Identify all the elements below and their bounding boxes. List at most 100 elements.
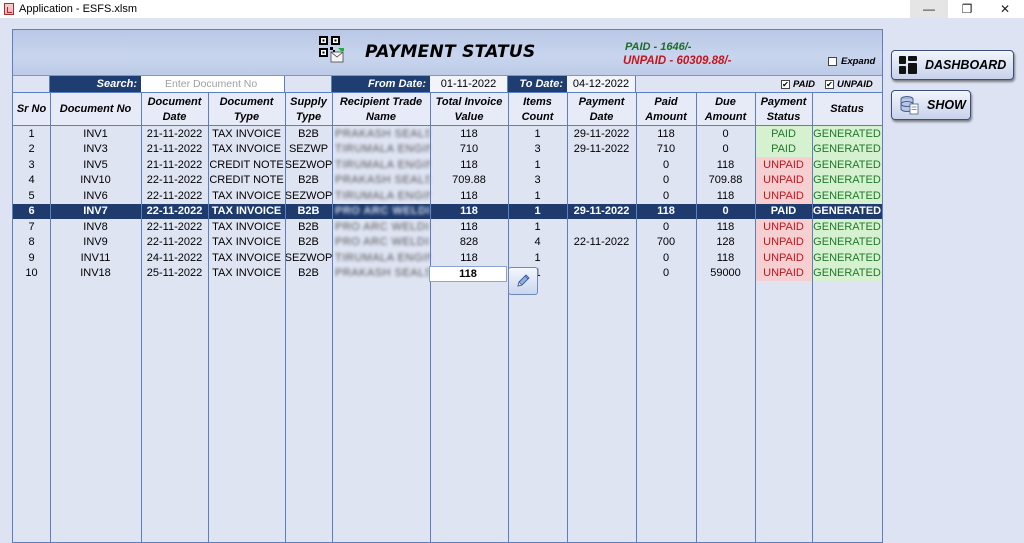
cell-paid: 710 [656, 143, 676, 156]
cell-total: 118 [460, 251, 478, 264]
cell-due: 118 [716, 189, 735, 202]
close-button[interactable]: ✕ [999, 2, 1011, 16]
cell-date: 21-11-2022 [146, 127, 203, 140]
table-row[interactable]: 5 INV6 22-11-2022 TAX INVOICE SEZWOP TIRUMALA… [13, 188, 882, 204]
cell-pdate: 22-11-2022 [573, 236, 630, 249]
cell-status: GENERATED [812, 157, 882, 173]
minimize-button[interactable]: — [910, 0, 948, 18]
cell-due: 0 [722, 127, 729, 140]
cell-pdate: 29-11-2022 [573, 143, 630, 156]
cell-sr: 1 [28, 127, 35, 140]
database-icon [900, 96, 919, 115]
cell-type: TAX INVOICE [212, 267, 281, 280]
dashboard-button[interactable]: DASHBOARD [891, 50, 1014, 80]
cell-pdate: 29-11-2022 [573, 205, 630, 218]
cell-doc: INV10 [80, 174, 111, 187]
header-total-invoice-value: Total Invoice Value [435, 95, 503, 123]
payment-status-panel: PAYMENT STATUS PAID - 1646/- UNPAID - 60… [12, 29, 883, 543]
cell-items: 1 [534, 205, 541, 218]
table-row[interactable]: 7 INV8 22-11-2022 TAX INVOICE B2B PRO ARC WEL… [13, 219, 882, 235]
header-document-no: Document No [59, 103, 132, 115]
header-payment-status: Payment Status [760, 95, 807, 123]
header-sr-no: Sr No [16, 103, 47, 115]
cell-paid: 0 [662, 158, 670, 171]
cell-supply: SEZWOP [285, 189, 332, 202]
table-row[interactable]: 4 INV10 22-11-2022 CREDIT NOTE B2B PRAKASH SE… [13, 172, 882, 188]
cell-sr: 7 [28, 220, 35, 233]
cell-doc: INV18 [80, 267, 111, 280]
cell-recipient: TIRUMALA ENGINEERING [335, 143, 430, 156]
show-button[interactable]: SHOW [891, 90, 971, 120]
cell-date: 22-11-2022 [146, 189, 203, 202]
restore-button[interactable]: ❐ [961, 2, 973, 16]
cell-status: GENERATED [812, 234, 882, 250]
cell-date: 22-11-2022 [146, 220, 203, 233]
header-due-amount: Due Amount [704, 95, 747, 123]
cell-supply: B2B [297, 205, 320, 218]
cell-total: 118 [460, 220, 478, 233]
pencil-icon [517, 274, 530, 287]
cell-doc: INV1 [83, 127, 108, 140]
page-title: PAYMENT STATUS [365, 42, 536, 62]
cell-pdate [567, 219, 636, 235]
cell-status: GENERATED [812, 205, 882, 218]
cell-total: 118 [460, 189, 478, 202]
from-date-field[interactable]: 01-11-2022 [430, 76, 508, 92]
cell-status: GENERATED [812, 172, 882, 188]
cell-status: GENERATED [812, 219, 882, 235]
to-date-field[interactable]: 04-12-2022 [567, 76, 636, 92]
cell-type: CREDIT NOTE [209, 158, 284, 171]
header-band: PAYMENT STATUS PAID - 1646/- UNPAID - 60… [13, 30, 882, 76]
table-header: Sr No Document No Document Date Document T… [13, 92, 882, 126]
filter-row: Search: From Date: 01-11-2022 To Date: 0… [13, 76, 882, 92]
cell-due: 0 [722, 205, 729, 218]
table-row[interactable]: 10 INV18 25-11-2022 TAX INVOICE B2B PRAKASH S… [13, 265, 882, 281]
cell-supply: B2B [298, 267, 319, 280]
cell-recipient: PRAKASH SEALS INDIA [335, 127, 430, 140]
total-invoice-edit-cell[interactable]: 118 [429, 266, 507, 282]
table-row[interactable]: 1 INV1 21-11-2022 TAX INVOICE B2B PRAKASH SEA… [13, 126, 882, 142]
edit-button[interactable] [508, 267, 538, 295]
unpaid-checkbox-box[interactable]: ✔ [825, 79, 834, 89]
header-document-type: Document Type [219, 95, 274, 123]
cell-supply: B2B [298, 127, 319, 140]
cell-type: TAX INVOICE [212, 127, 281, 140]
cell-sr: 3 [28, 158, 35, 171]
cell-items: 1 [534, 127, 541, 140]
cell-pstatus: UNPAID [755, 188, 812, 204]
cell-date: 21-11-2022 [146, 143, 203, 156]
cell-items: 4 [534, 236, 541, 249]
expand-checkbox-box[interactable] [828, 57, 837, 66]
cell-pstatus: UNPAID [755, 219, 812, 235]
table-row[interactable]: 9 INV11 24-11-2022 TAX INVOICE SEZWOP TIRUMAL… [13, 250, 882, 266]
cell-date: 22-11-2022 [146, 236, 203, 249]
search-label: Search: [50, 76, 141, 92]
search-input[interactable] [141, 76, 284, 92]
unpaid-filter-checkbox[interactable]: ✔ UNPAID [825, 79, 873, 90]
cell-pstatus: UNPAID [755, 157, 812, 173]
expand-checkbox[interactable]: Expand [828, 56, 875, 67]
cell-supply: SEZWOP [285, 158, 332, 171]
cell-doc: INV6 [83, 189, 108, 202]
cell-doc: INV9 [83, 236, 108, 249]
cell-doc: INV11 [80, 251, 111, 264]
cell-recipient: TIRUMALA ENGINEERING [335, 251, 430, 264]
table-row[interactable]: 6 INV7 22-11-2022 TAX INVOICE B2B PRO ARC WEL… [13, 203, 882, 219]
cell-due: 128 [716, 236, 735, 249]
cell-pstatus: PAID [770, 205, 797, 218]
paid-checkbox-box[interactable]: ✔ [781, 79, 790, 89]
cell-pstatus: PAID [755, 141, 812, 157]
unpaid-filter-label: UNPAID [837, 79, 873, 90]
cell-recipient: PRO ARC WELDING [335, 205, 430, 218]
cell-pstatus: UNPAID [755, 172, 812, 188]
window-controls: — ❐ ✕ [910, 0, 1024, 18]
table-row[interactable]: 3 INV5 21-11-2022 CREDIT NOTE SEZWOP TIRUMALA… [13, 157, 882, 173]
paid-filter-checkbox[interactable]: ✔ PAID [781, 79, 815, 90]
cell-pstatus: PAID [755, 126, 812, 142]
unpaid-total: UNPAID - 60309.88/- [623, 55, 732, 67]
payment-table: Sr No Document No Document Date Document T… [13, 92, 882, 543]
table-row[interactable]: 2 INV3 21-11-2022 TAX INVOICE SEZWP TIRUMALA … [13, 141, 882, 157]
cell-recipient: PRO ARC WELDING [335, 236, 430, 249]
cell-due: 118 [716, 158, 735, 171]
table-row[interactable]: 8 INV9 22-11-2022 TAX INVOICE B2B PRO ARC WEL… [13, 234, 882, 250]
